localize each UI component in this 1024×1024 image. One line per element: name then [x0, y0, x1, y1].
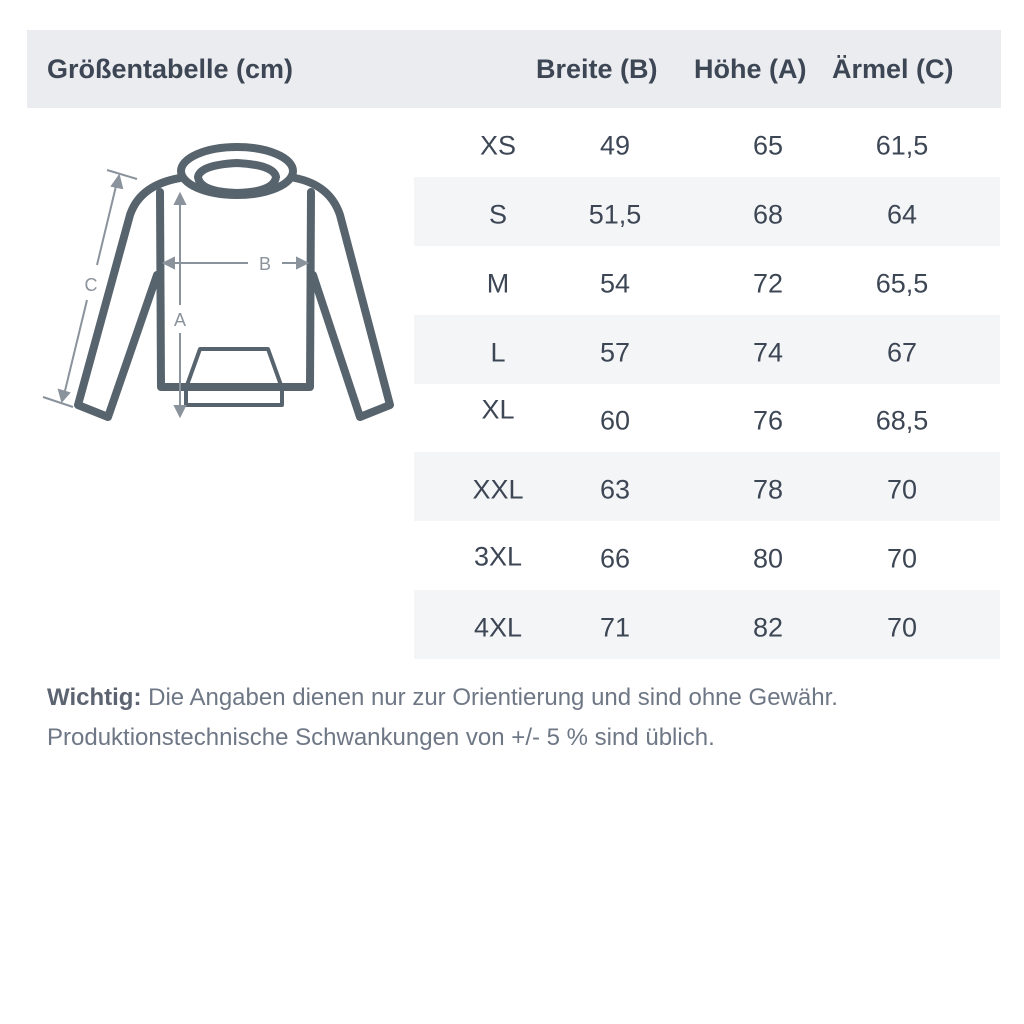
cell-hoehe: 74 [752, 337, 784, 368]
cell-aermel: 67 [886, 337, 918, 368]
table-row: S 51,5 68 64 [414, 177, 1000, 246]
table-row: 3XL 66 80 70 [414, 521, 1000, 590]
hoodie-body [156, 188, 315, 391]
cell-aermel: 70 [886, 612, 918, 643]
cell-size: 3XL [473, 541, 523, 572]
cell-breite: 49 [599, 130, 631, 161]
column-header-aermel: Ärmel (C) [832, 54, 954, 84]
table-row: 4XL 71 82 70 [414, 590, 1000, 659]
cell-size: M [486, 268, 510, 299]
hoodie-diagram: A B C [42, 143, 394, 421]
cell-hoehe: 78 [752, 474, 784, 505]
cell-hoehe: 82 [752, 612, 784, 643]
table-row: XS 49 65 61,5 [414, 108, 1000, 177]
cell-breite: 71 [599, 612, 631, 643]
cell-aermel: 70 [886, 474, 918, 505]
hoodie-right-sleeve [291, 174, 394, 421]
cell-aermel: 68,5 [875, 405, 929, 436]
cell-breite: 63 [599, 474, 631, 505]
table-row: XL 60 76 68,5 [414, 383, 1000, 452]
cell-breite: 51,5 [588, 199, 642, 230]
hoodie-left-sleeve [74, 174, 184, 421]
cell-size: XXL [472, 474, 524, 505]
hoodie-hood-inner [194, 159, 280, 197]
disclaimer-note: Wichtig: Die Angaben dienen nur zur Orie… [47, 678, 838, 758]
cell-size: XL [481, 394, 515, 425]
hoodie-pocket [184, 347, 284, 407]
note-label: Wichtig: [47, 684, 142, 711]
cell-hoehe: 80 [752, 543, 784, 574]
cell-aermel: 64 [886, 199, 918, 230]
cell-hoehe: 72 [752, 268, 784, 299]
label-c: C [85, 275, 98, 295]
cell-hoehe: 68 [752, 199, 784, 230]
cell-breite: 57 [599, 337, 631, 368]
label-b: B [259, 254, 271, 274]
table-row: XXL 63 78 70 [414, 452, 1000, 521]
cell-breite: 60 [599, 405, 631, 436]
label-a: A [174, 310, 186, 330]
cell-aermel: 70 [886, 543, 918, 574]
table-row: L 57 74 67 [414, 315, 1000, 384]
cell-size: XS [479, 130, 517, 161]
table-row: M 54 72 65,5 [414, 246, 1000, 315]
cell-size: L [490, 337, 506, 368]
cell-hoehe: 65 [752, 130, 784, 161]
table-header: Größentabelle (cm) Breite (B) Höhe (A) Ä… [27, 30, 1001, 108]
cell-breite: 54 [599, 268, 631, 299]
note-line2: Produktionstechnische Schwankungen von +… [47, 724, 715, 751]
page-title: Größentabelle (cm) [47, 54, 294, 84]
column-header-breite: Breite (B) [536, 54, 658, 84]
cell-aermel: 65,5 [875, 268, 929, 299]
note-line1: Die Angaben dienen nur zur Orientierung … [141, 684, 838, 711]
cell-breite: 66 [599, 543, 631, 574]
cell-hoehe: 76 [752, 405, 784, 436]
cell-size: S [488, 199, 508, 230]
cell-size: 4XL [473, 612, 523, 643]
column-header-hoehe: Höhe (A) [694, 54, 807, 84]
cell-aermel: 61,5 [875, 130, 929, 161]
